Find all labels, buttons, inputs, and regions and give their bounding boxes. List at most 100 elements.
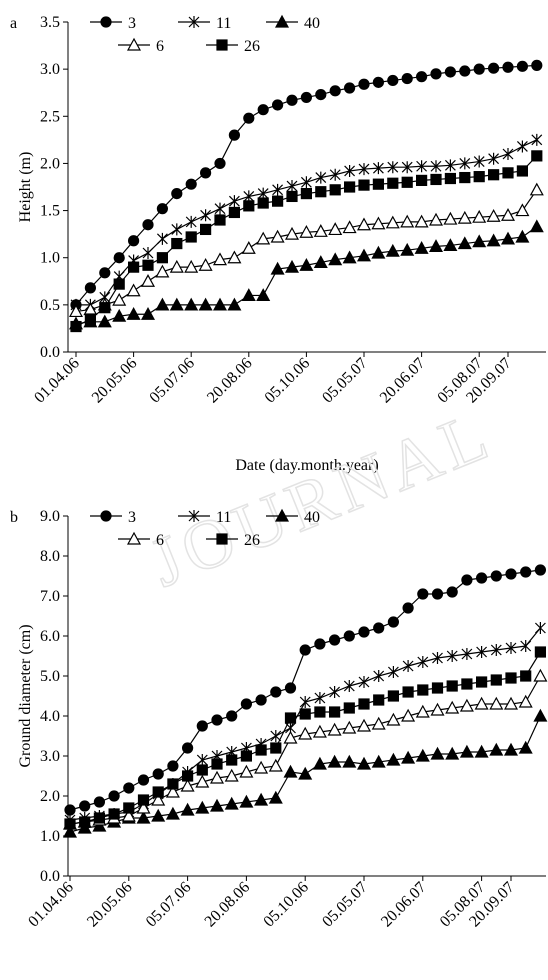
marker — [241, 288, 256, 302]
marker — [257, 104, 269, 116]
legend-marker — [216, 39, 228, 51]
marker — [314, 638, 326, 650]
marker — [224, 796, 239, 810]
marker — [533, 708, 548, 722]
marker — [268, 758, 283, 772]
marker — [84, 313, 97, 325]
marker — [152, 768, 164, 780]
marker — [239, 764, 254, 778]
y-tick-label: 0.5 — [40, 297, 60, 314]
marker — [299, 696, 311, 708]
marker — [400, 242, 415, 256]
marker — [488, 152, 500, 165]
marker — [386, 712, 401, 726]
marker — [459, 744, 474, 758]
marker — [473, 171, 485, 183]
marker — [358, 179, 370, 191]
marker — [128, 261, 140, 273]
marker — [151, 808, 166, 822]
marker — [430, 160, 442, 173]
marker — [461, 574, 473, 586]
legend-label: 3 — [128, 15, 136, 32]
marker — [228, 206, 240, 219]
y-tick-label: 3.5 — [40, 14, 60, 31]
legend-label: 26 — [244, 532, 260, 549]
marker — [270, 742, 282, 754]
marker — [432, 652, 443, 664]
marker — [343, 702, 355, 714]
x-axis-title: Date (day.month.year) — [235, 457, 378, 474]
marker — [461, 648, 473, 660]
marker — [224, 768, 239, 782]
marker — [502, 61, 514, 73]
marker — [151, 792, 166, 806]
marker — [473, 63, 485, 75]
marker — [472, 234, 487, 248]
legend-marker — [100, 510, 112, 522]
marker — [240, 698, 252, 710]
marker — [329, 168, 341, 181]
marker — [284, 682, 297, 694]
marker — [195, 774, 210, 788]
marker — [200, 167, 212, 179]
marker — [312, 756, 327, 770]
marker — [474, 744, 489, 758]
marker — [283, 730, 298, 744]
marker — [97, 314, 112, 328]
marker — [254, 760, 269, 774]
marker — [385, 215, 400, 229]
y-tick-label: 9.0 — [40, 508, 60, 525]
marker — [123, 802, 135, 814]
marker — [343, 630, 355, 642]
marker — [457, 236, 472, 250]
panel-label: a — [10, 15, 17, 32]
marker — [387, 690, 399, 702]
marker — [167, 760, 179, 772]
marker — [416, 174, 428, 186]
marker — [446, 586, 458, 598]
marker — [184, 259, 199, 273]
marker — [502, 167, 514, 179]
x-tick-label: 05.05.07 — [319, 879, 371, 931]
marker — [298, 766, 313, 780]
marker — [402, 602, 414, 614]
legend-marker — [126, 37, 142, 51]
marker — [228, 129, 240, 141]
marker — [196, 720, 208, 732]
marker — [171, 237, 183, 250]
legend-marker — [274, 14, 290, 28]
marker — [136, 810, 151, 824]
marker — [300, 176, 312, 189]
marker — [358, 163, 370, 176]
marker — [209, 770, 225, 784]
marker — [401, 176, 413, 188]
marker — [329, 686, 341, 698]
marker — [70, 320, 82, 333]
marker — [283, 764, 298, 778]
marker — [198, 258, 213, 271]
marker — [415, 704, 430, 718]
marker — [520, 566, 532, 578]
marker — [121, 808, 136, 822]
y-tick-label: 0.0 — [40, 344, 60, 361]
y-tick-label: 4.0 — [40, 708, 60, 725]
marker — [155, 264, 170, 278]
marker — [99, 302, 111, 314]
marker — [344, 82, 356, 94]
marker — [489, 696, 504, 710]
marker — [387, 666, 399, 678]
marker — [227, 250, 242, 264]
marker — [516, 60, 529, 72]
marker — [171, 223, 183, 236]
marker — [226, 710, 238, 722]
marker — [500, 231, 516, 245]
legend-marker — [100, 16, 112, 28]
marker — [444, 159, 456, 172]
marker — [113, 252, 125, 264]
marker — [270, 686, 282, 698]
marker — [520, 670, 532, 682]
marker — [136, 800, 151, 814]
marker — [459, 157, 471, 170]
marker — [387, 74, 399, 87]
x-tick-label: 05.10.06 — [260, 879, 312, 931]
